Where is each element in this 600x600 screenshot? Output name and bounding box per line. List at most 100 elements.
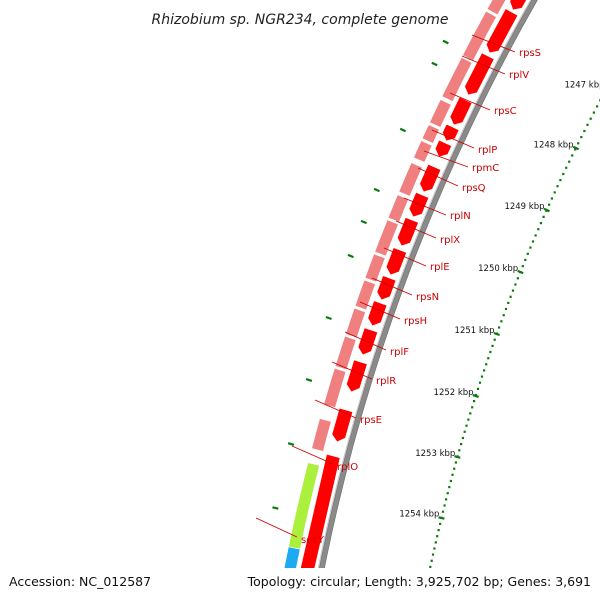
minor-tick: [476, 387, 480, 390]
minor-tick: [463, 430, 466, 433]
gene-leader-line: [371, 277, 413, 296]
cds-forward: [442, 123, 460, 142]
gene-labels: rpsS rplV rpsC rplP rpmC rpsQ rplN rplX rplE rpsN…: [255, 34, 541, 546]
cds-forward: [331, 407, 354, 443]
cds-reverse: [345, 307, 367, 339]
minor-tick: [553, 191, 556, 194]
tick-label: 1250 kbp: [478, 264, 518, 274]
minor-tick: [460, 443, 463, 446]
minor-tick: [434, 541, 437, 544]
cds-reverse: [413, 140, 433, 163]
cds-forward: [396, 216, 419, 247]
gene-label-rpsS: rpsS: [519, 48, 541, 59]
major-tick: [543, 207, 550, 213]
cds-forward: [408, 191, 430, 218]
cds-reverse: [441, 56, 473, 103]
gene-label-rplV: rplV: [509, 70, 529, 81]
gene-label-rplO: rplO: [337, 462, 358, 473]
cds-reverse: [486, 0, 507, 16]
minor-tick: [480, 375, 484, 378]
minor-tick: [451, 473, 454, 476]
gene-leader-line: [314, 399, 357, 419]
title-background: [150, 6, 450, 30]
cds-forward: [509, 0, 527, 11]
tick-label: 1247 kbp: [564, 80, 600, 90]
minor-tick: [430, 559, 433, 562]
minor-tick: [465, 424, 468, 427]
cds-forward: [385, 247, 408, 276]
cds-reverse: [311, 417, 332, 452]
cds-reverse: [421, 124, 440, 144]
minor-tick: [583, 129, 586, 133]
minor-tick: [441, 510, 445, 513]
cds-forward: [367, 300, 388, 327]
cds-forward: [434, 139, 453, 158]
gene-label-rplN: rplN: [450, 211, 471, 222]
cds-forward: [419, 163, 442, 193]
gene-label-rpsE: rpsE: [360, 415, 382, 426]
minor-tick: [565, 166, 568, 169]
cds-reverse: [374, 219, 399, 257]
minor-tick: [509, 295, 512, 298]
feature-tick: [272, 506, 279, 510]
minor-tick: [478, 381, 482, 384]
tick-label: 1254 kbp: [399, 510, 439, 520]
minor-tick: [431, 553, 435, 556]
minor-tick: [461, 436, 464, 440]
feature-tick: [431, 61, 438, 67]
minor-tick: [537, 228, 540, 231]
map-title: Rhizobium sp. NGR234, complete genome: [152, 12, 449, 28]
gene-leader-line: [417, 167, 459, 187]
cds-forward: [485, 8, 519, 54]
minor-tick: [493, 338, 496, 341]
minor-tick: [580, 136, 583, 139]
minor-tick: [483, 369, 486, 372]
minor-tick: [592, 111, 595, 114]
gene-leader-line: [331, 361, 373, 380]
minor-tick: [487, 357, 490, 360]
minor-tick: [504, 307, 508, 311]
major-tick: [454, 455, 461, 459]
backbone-arc: [312, 0, 538, 600]
tick-label: 1248 kbp: [534, 140, 574, 150]
cds-reverse: [323, 367, 347, 409]
gene-leader-line: [423, 150, 469, 168]
gene-label-rpsN: rpsN: [416, 292, 439, 303]
minor-tick: [502, 314, 505, 317]
minor-tick: [531, 240, 535, 243]
minor-tick: [586, 123, 589, 126]
major-tick: [472, 394, 479, 398]
minor-tick: [454, 461, 457, 464]
minor-tick: [491, 344, 494, 347]
feature-tick: [373, 187, 380, 193]
minor-tick: [568, 160, 571, 163]
minor-tick: [511, 289, 515, 292]
minor-tick: [498, 326, 501, 329]
minor-tick: [526, 252, 529, 255]
minor-tick: [534, 234, 537, 237]
minor-tick: [571, 154, 574, 157]
gene-leader-line: [383, 247, 427, 267]
tick-label: 1251 kbp: [455, 326, 495, 336]
feature-tick: [287, 442, 295, 446]
gene-leader-line: [291, 445, 334, 465]
gene-leader-line: [431, 129, 475, 149]
gene-label-rplF: rplF: [390, 347, 409, 358]
cds-forward: [376, 275, 397, 301]
gene-leader-line: [449, 92, 491, 111]
minor-tick: [539, 222, 542, 225]
cds-forward: [346, 359, 368, 393]
feature-tick: [325, 315, 332, 321]
minor-tick: [453, 467, 456, 470]
minor-tick: [436, 535, 439, 538]
minor-tick: [507, 301, 510, 304]
minor-tick: [437, 529, 440, 532]
minor-tick: [473, 400, 476, 403]
minor-tick: [514, 283, 517, 286]
gene-leader-line: [471, 34, 516, 53]
tick-label: 1252 kbp: [434, 388, 474, 398]
minor-tick: [589, 117, 592, 120]
minor-tick: [524, 258, 527, 261]
gene-label-secY: secY: [301, 535, 325, 546]
